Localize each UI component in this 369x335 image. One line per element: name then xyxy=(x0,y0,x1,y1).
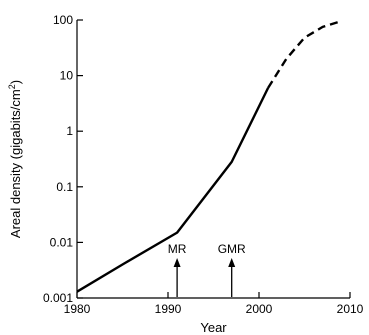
annotation-arrow-head xyxy=(228,258,236,267)
historical-density-line xyxy=(76,87,270,293)
y-tick-label: 0.01 xyxy=(50,235,74,249)
y-tick-label: 1 xyxy=(66,124,73,138)
x-tick-label: 2010 xyxy=(337,302,364,316)
annotation-layer: MR GMR xyxy=(168,242,246,297)
y-tick-label: 0.1 xyxy=(56,180,73,194)
y-axis-ticks: 0.001 0.01 0.1 1 10 100 xyxy=(43,13,83,305)
annotation-label: MR xyxy=(168,242,187,256)
annotation-label: GMR xyxy=(218,242,246,256)
y-axis-title-tail: ) xyxy=(8,80,23,84)
projected-density-line xyxy=(267,20,342,89)
x-tick-label: 1990 xyxy=(155,302,182,316)
y-tick-label: 0.001 xyxy=(43,291,73,305)
x-axis-title: Year xyxy=(200,320,227,335)
series-layer xyxy=(76,20,342,293)
annotation-mr: MR xyxy=(168,242,187,297)
x-tick-label: 1980 xyxy=(64,302,91,316)
y-tick-label: 100 xyxy=(53,13,73,27)
x-tick-label: 2000 xyxy=(246,302,273,316)
annotation-arrow-head xyxy=(173,258,181,267)
y-tick-label: 10 xyxy=(60,69,74,83)
x-axis-ticks: 1980 1990 2000 2010 xyxy=(64,292,364,316)
y-axis-title-superscript: 2 xyxy=(7,84,17,89)
y-axis-title-main: Areal density (gigabits/cm xyxy=(8,89,23,238)
annotation-gmr: GMR xyxy=(218,242,246,297)
y-axis-title: Areal density (gigabits/cm2) xyxy=(7,80,23,238)
